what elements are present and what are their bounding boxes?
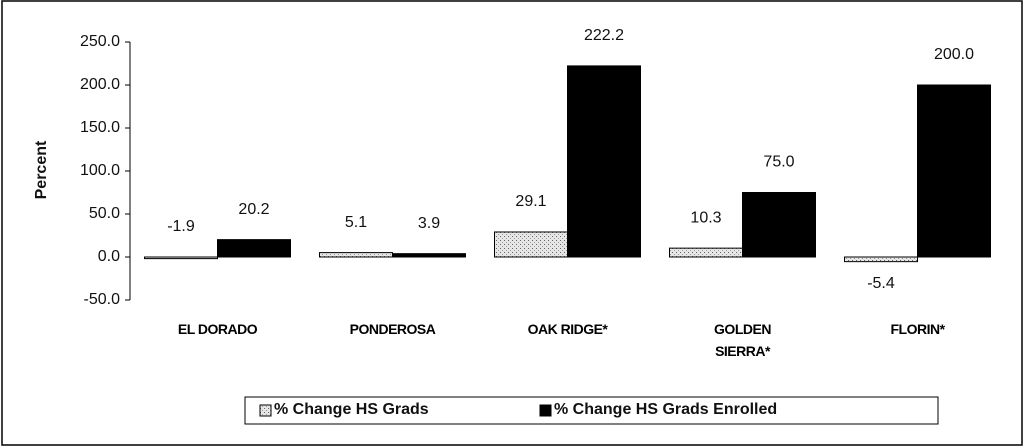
bar [392,253,466,258]
bar [144,256,218,260]
x-tick-label: PONDEROSA [349,321,436,337]
bar [669,247,743,258]
value-label: 200.0 [934,46,974,63]
bar [494,231,568,258]
bar [567,65,641,258]
x-tick-label: GOLDEN SIERRA* [714,321,771,359]
y-tick-label: 150.0 [80,119,120,136]
value-label: 10.3 [690,209,721,226]
y-tick-label: 0.0 [98,248,120,265]
y-tick-label: 200.0 [80,76,120,93]
x-tick-label: FLORIN* [890,321,945,337]
bar [917,84,991,258]
y-tick-label: 250.0 [80,33,120,50]
value-label: -1.9 [167,218,195,235]
value-label: 222.2 [584,27,624,44]
value-label: 20.2 [238,201,269,218]
legend-label: % Change HS Grads [274,401,429,418]
legend-label: % Change HS Grads Enrolled [554,401,777,418]
y-tick-label: -50.0 [84,291,121,308]
legend-swatch [259,404,272,417]
y-axis-label: Percent [33,140,50,199]
legend-swatch [539,404,552,417]
x-tick-label: OAK RIDGE* [527,321,608,337]
y-tick-label: 50.0 [89,205,120,222]
value-label: 3.9 [418,215,440,232]
value-label: 5.1 [345,214,367,231]
y-tick-label: 100.0 [80,162,120,179]
bar [217,239,291,258]
bar [319,252,393,258]
value-label: -5.4 [867,275,895,292]
x-tick-label: EL DORADO [177,321,258,337]
value-label: 75.0 [763,154,794,171]
legend-box [244,396,939,425]
bar [844,256,918,263]
value-label: 29.1 [515,193,546,210]
bar [742,192,816,258]
